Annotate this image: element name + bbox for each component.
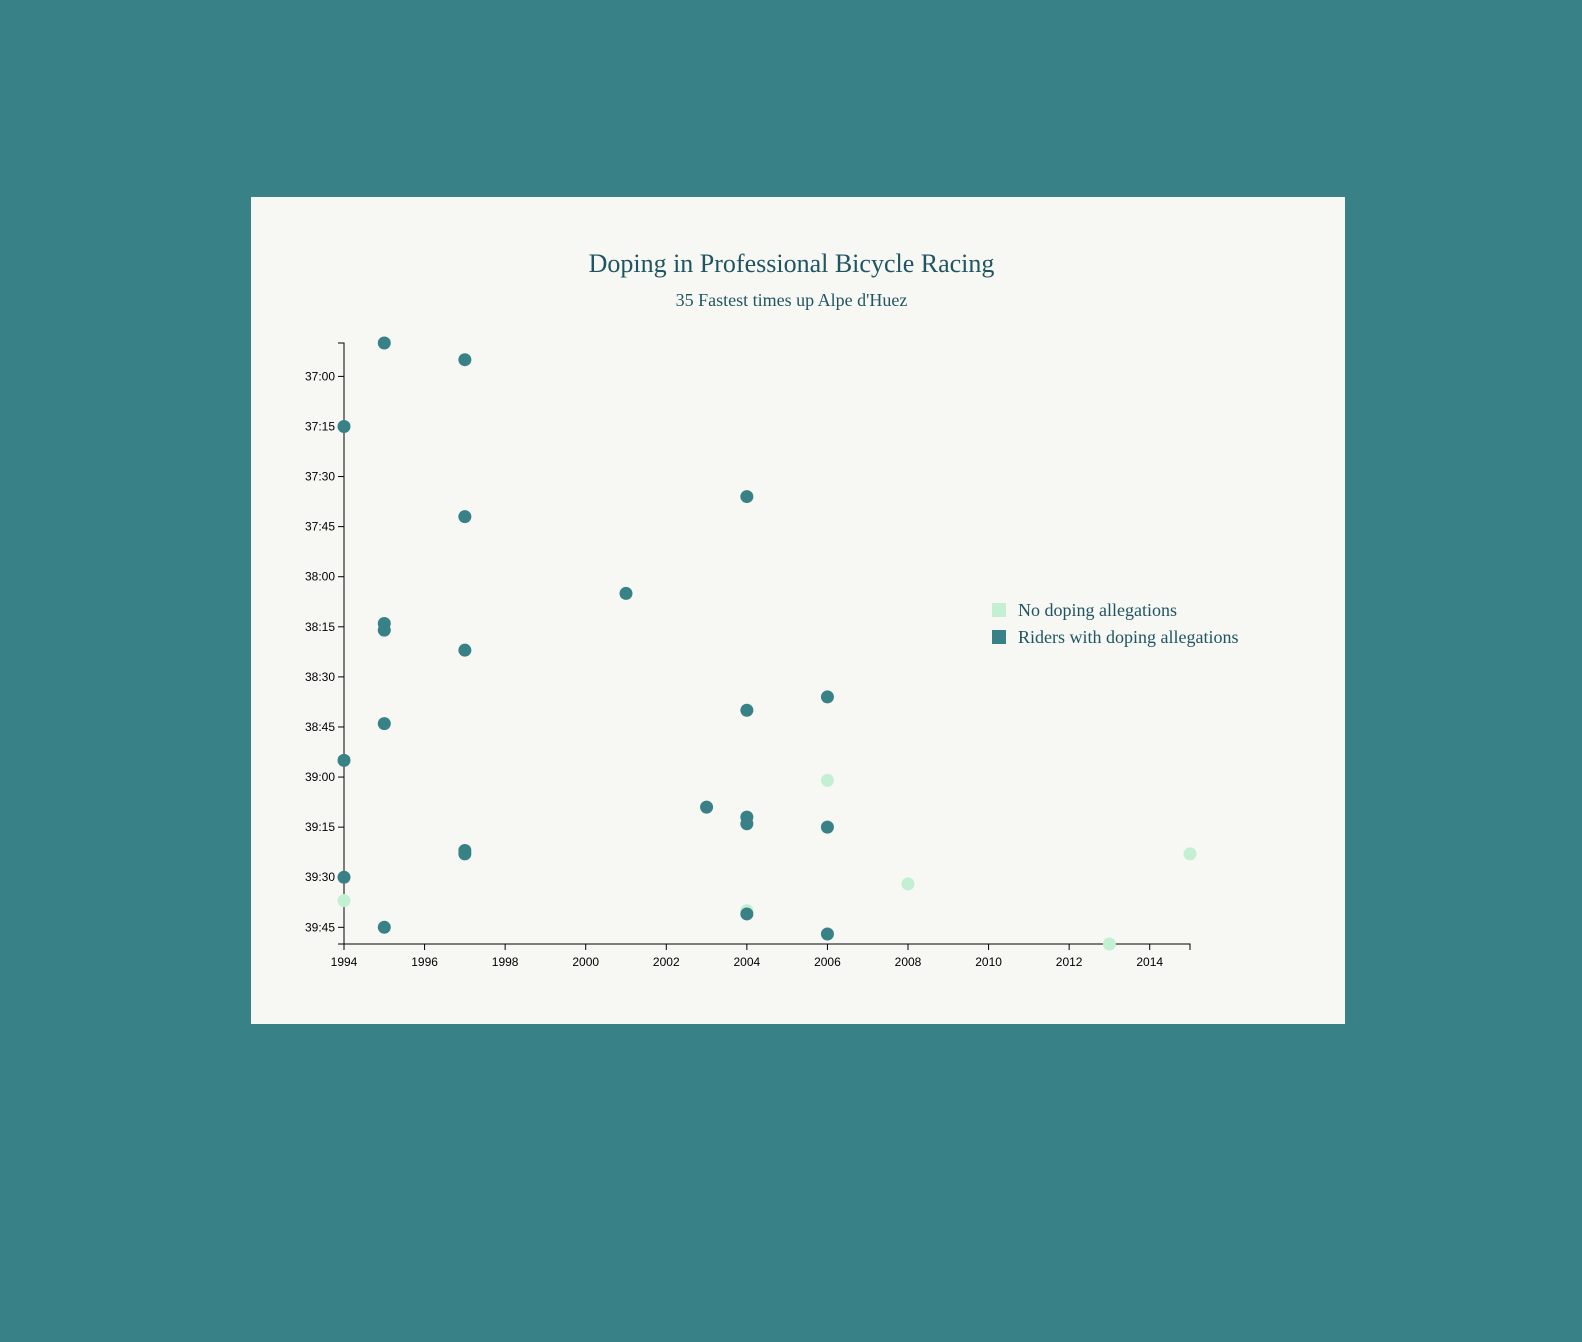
x-tick-label: 2008	[895, 955, 922, 969]
data-point	[377, 623, 391, 637]
data-point	[337, 870, 351, 884]
legend-label: Riders with doping allegations	[1018, 627, 1238, 647]
chart-card: Doping in Professional Bicycle Racing 35…	[251, 197, 1345, 1024]
data-point	[820, 773, 834, 787]
y-tick-label: 38:45	[305, 720, 335, 734]
x-tick-label: 1994	[331, 955, 358, 969]
x-tick-label: 2006	[814, 955, 841, 969]
x-tick-label: 2000	[572, 955, 599, 969]
data-point	[337, 753, 351, 767]
y-tick-label: 37:00	[305, 369, 335, 383]
data-point	[901, 877, 915, 891]
data-point	[458, 643, 472, 657]
y-tick-label: 39:45	[305, 920, 335, 934]
data-point	[377, 717, 391, 731]
data-point	[458, 353, 472, 367]
data-point	[820, 927, 834, 941]
data-point	[377, 920, 391, 934]
x-tick-label: 2010	[975, 955, 1002, 969]
data-point	[458, 847, 472, 861]
chart-subtitle: 35 Fastest times up Alpe d'Huez	[675, 290, 908, 310]
data-point	[740, 907, 754, 921]
x-tick-label: 2012	[1056, 955, 1083, 969]
data-point	[740, 490, 754, 504]
x-axis-line	[343, 943, 1191, 950]
y-tick-label: 37:15	[305, 419, 335, 433]
data-point	[1183, 847, 1197, 861]
data-point	[337, 419, 351, 433]
data-point	[1102, 937, 1116, 951]
legend-swatch	[992, 630, 1006, 644]
legend-label: No doping allegations	[1018, 600, 1177, 620]
legend-swatch	[992, 603, 1006, 617]
data-point	[619, 586, 633, 600]
data-point	[377, 336, 391, 350]
y-tick-label: 39:30	[305, 870, 335, 884]
data-point	[458, 510, 472, 524]
data-point	[337, 894, 351, 908]
scatter-plot: 37:00 37:15 37:30 37:45 38:00 38:15 38:30 38:45…	[305, 336, 1238, 969]
data-point	[740, 703, 754, 717]
y-axis-line	[338, 342, 345, 945]
data-point	[820, 820, 834, 834]
y-tick-label: 39:15	[305, 820, 335, 834]
x-tick-label: 1996	[411, 955, 438, 969]
y-tick-label: 37:30	[305, 470, 335, 484]
y-tick-label: 38:30	[305, 670, 335, 684]
x-tick-label: 2002	[653, 955, 680, 969]
data-point	[700, 800, 714, 814]
y-tick-label: 38:00	[305, 570, 335, 584]
y-tick-label: 39:00	[305, 770, 335, 784]
x-tick-label: 1998	[492, 955, 519, 969]
x-tick-label: 2014	[1136, 955, 1163, 969]
data-point	[820, 690, 834, 704]
chart-title: Doping in Professional Bicycle Racing	[588, 249, 995, 278]
y-tick-label: 38:15	[305, 620, 335, 634]
x-tick-label: 2004	[734, 955, 761, 969]
y-tick-label: 37:45	[305, 520, 335, 534]
data-point	[740, 817, 754, 831]
